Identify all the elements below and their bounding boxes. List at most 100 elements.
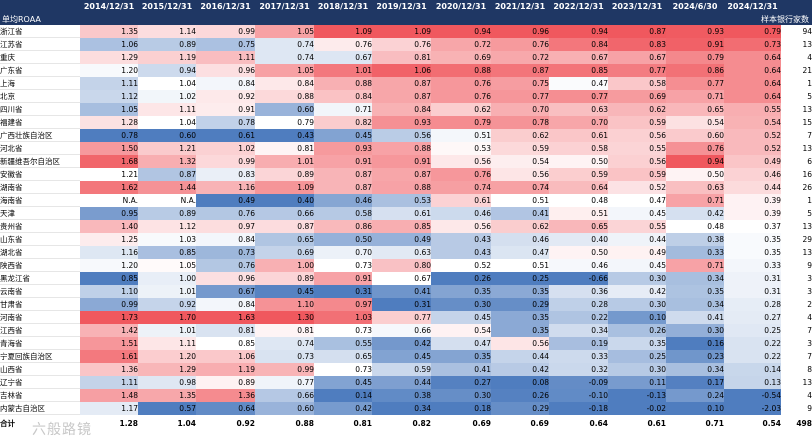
row-label: 江苏省: [0, 37, 80, 51]
heatmap-cell: 1.21: [80, 167, 138, 181]
sample-count: 26: [781, 180, 812, 194]
heatmap-cell: 0.45: [431, 310, 491, 324]
heatmap-cell: 0.35: [666, 284, 724, 298]
table-row: 安徽省 1.21 0.87 0.83 0.89 0.87 0.87 0.76 0.56 0.59 0…: [0, 167, 812, 181]
heatmap-cell: 0.23: [666, 349, 724, 363]
row-label: 天津: [0, 206, 80, 220]
heatmap-cell: 0.74: [255, 50, 314, 64]
heatmap-cell: 1.35: [138, 388, 196, 402]
heatmap-cell: 0.41: [431, 362, 491, 376]
sample-count: 94: [781, 25, 812, 38]
table-row: 贵州省 1.40 1.12 0.97 0.87 0.86 0.85 0.56 0.62 0.65 0…: [0, 219, 812, 233]
heatmap-cell: 1.70: [138, 310, 196, 324]
subheader-row: 单均ROAA 样本银行家数: [0, 13, 812, 25]
heatmap-cell: 0.94: [431, 25, 491, 38]
heatmap-cell: 1.29: [80, 50, 138, 64]
heatmap-cell: 0.81: [372, 50, 431, 64]
heatmap-cell: -0.54: [724, 388, 781, 402]
heatmap-cell: 1.11: [80, 76, 138, 90]
heatmap-cell: 0.88: [255, 89, 314, 103]
heatmap-cell: 1.05: [138, 258, 196, 272]
row-label: 河北省: [0, 141, 80, 155]
heatmap-cell: 0.70: [491, 102, 549, 116]
heatmap-cell: 1.10: [80, 284, 138, 298]
heatmap-cell: 0.59: [608, 167, 666, 181]
heatmap-cell: 0.94: [138, 63, 196, 77]
heatmap-cell: 0.34: [666, 271, 724, 285]
table-row: 辽宁省 1.11 0.98 0.89 0.77 0.45 0.44 0.27 0.08 -0.09…: [0, 375, 812, 389]
row-label: 云南省: [0, 284, 80, 298]
heatmap-cell: 0.42: [372, 336, 431, 350]
heatmap-cell: 1.02: [196, 141, 255, 155]
total-cell: 0.88: [255, 414, 314, 432]
heatmap-cell: 0.54: [431, 323, 491, 337]
sample-count: 3: [781, 271, 812, 285]
heatmap-cell: 0.30: [608, 297, 666, 311]
heatmap-cell: 0.37: [724, 219, 781, 233]
table-row: 北京 1.12 1.02 0.92 0.88 0.84 0.87 0.76 0.77 0.77 0.…: [0, 89, 812, 103]
heatmap-cell: 0.22: [549, 310, 608, 324]
table-row: 河南省 1.73 1.70 1.63 1.30 1.03 0.77 0.45 0.35 0.22 0…: [0, 310, 812, 324]
heatmap-cell: 0.35: [431, 284, 491, 298]
row-label: 湖南省: [0, 180, 80, 194]
heatmap-cell: 0.56: [491, 167, 549, 181]
heatmap-cell: 0.30: [431, 297, 491, 311]
heatmap-cell: 1.29: [138, 362, 196, 376]
table-row: 广东省 1.20 0.94 0.96 1.05 1.01 1.06 0.88 0.87 0.85 0…: [0, 63, 812, 77]
heatmap-cell: 0.77: [666, 76, 724, 90]
heatmap-cell: 1.19: [138, 50, 196, 64]
heatmap-cell: 0.30: [608, 362, 666, 376]
heatmap-cell: 0.91: [314, 271, 372, 285]
heatmap-cell: 0.40: [255, 193, 314, 207]
sample-count: 7: [781, 323, 812, 337]
row-label: 四川省: [0, 102, 80, 116]
heatmap-cell: 0.48: [549, 193, 608, 207]
heatmap-cell: 0.81: [255, 141, 314, 155]
heatmap-cell: 0.36: [549, 284, 608, 298]
heatmap-cell: 1.16: [80, 245, 138, 259]
heatmap-cell: 0.76: [196, 206, 255, 220]
heatmap-cell: 0.84: [196, 297, 255, 311]
heatmap-cell: 0.35: [608, 336, 666, 350]
row-label: 安徽省: [0, 167, 80, 181]
heatmap-cell: 0.69: [608, 89, 666, 103]
heatmap-cell: 0.10: [666, 401, 724, 415]
heatmap-cell: 0.64: [724, 63, 781, 77]
heatmap-cell: 0.73: [724, 37, 781, 51]
heatmap-cell: 0.44: [724, 180, 781, 194]
header-corner: [0, 0, 80, 13]
heatmap-cell: 0.79: [724, 25, 781, 38]
heatmap-cell: 0.33: [724, 258, 781, 272]
heatmap-cell: 0.40: [549, 232, 608, 246]
heatmap-cell: 0.47: [608, 193, 666, 207]
column-header: 2019/12/31: [372, 0, 431, 13]
sample-count: 13: [781, 375, 812, 389]
heatmap-cell: 0.56: [431, 154, 491, 168]
heatmap-cell: 0.42: [491, 362, 549, 376]
heatmap-cell: 0.76: [314, 37, 372, 51]
heatmap-cell: 0.47: [431, 336, 491, 350]
row-label: 重庆: [0, 50, 80, 64]
heatmap-cell: 0.73: [314, 323, 372, 337]
heatmap-cell: 1.00: [255, 258, 314, 272]
heatmap-cell: 0.52: [431, 258, 491, 272]
table-row: 内蒙古自治区 1.17 0.57 0.64 0.60 0.42 0.34 0.18 0.29 -0…: [0, 401, 812, 415]
heatmap-cell: 1.25: [80, 232, 138, 246]
heatmap-cell: 0.62: [608, 102, 666, 116]
heatmap-cell: 0.86: [666, 63, 724, 77]
row-label: 海南省: [0, 193, 80, 207]
sample-count: 21: [781, 63, 812, 77]
heatmap-cell: -0.18: [549, 401, 608, 415]
table-row: 重庆 1.29 1.19 1.11 0.74 0.67 0.81 0.69 0.72 0.67 0.…: [0, 50, 812, 64]
heatmap-cell: N.A.: [138, 193, 196, 207]
heatmap-cell: 0.70: [314, 245, 372, 259]
heatmap-cell: 0.67: [314, 50, 372, 64]
heatmap-cell: 0.73: [255, 349, 314, 363]
heatmap-cell: 0.65: [314, 349, 372, 363]
total-cell: 0.69: [431, 414, 491, 432]
heatmap-cell: 0.47: [549, 76, 608, 90]
column-header: 2017/12/31: [255, 0, 314, 13]
table-row: 陕西省 1.20 1.05 0.76 1.00 0.73 0.80 0.52 0.51 0.46 0…: [0, 258, 812, 272]
heatmap-cell: 0.08: [491, 375, 549, 389]
heatmap-cell: 1.30: [255, 310, 314, 324]
